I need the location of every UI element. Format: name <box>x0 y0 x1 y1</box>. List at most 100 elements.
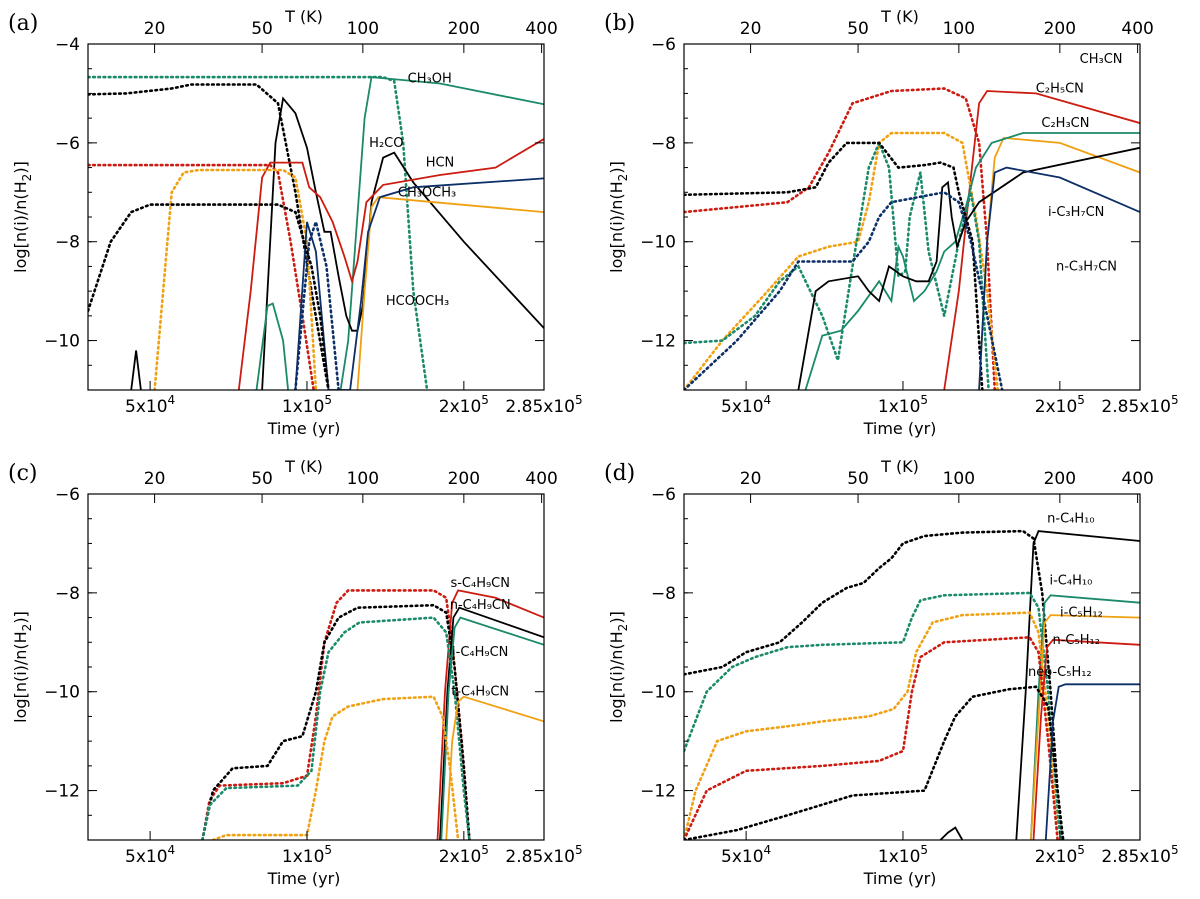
series-line-i-c3h7cn-dotted <box>684 190 1004 390</box>
x-tick-label: 2x105 <box>1035 393 1085 417</box>
species-label: HCN <box>426 156 455 171</box>
top-tick-label: 50 <box>251 469 273 489</box>
y-tick-label: −6 <box>55 485 80 505</box>
series-group <box>88 75 544 390</box>
x-tick-mantissa: 2x10 <box>439 397 482 417</box>
series-line-ch3och3-solid <box>294 177 544 390</box>
y-axis-label: log[n(i)/n(H2)] <box>11 611 34 723</box>
x-tick-mantissa: 2x10 <box>1035 847 1078 867</box>
species-label: i-C₅H₁₂ <box>1060 606 1103 621</box>
series-line-grain-green-early-solid <box>255 302 289 390</box>
x-tick-label: 2x105 <box>439 393 489 417</box>
top-tick-label: 20 <box>740 469 762 489</box>
y-label-sub: 2 <box>616 174 630 182</box>
series-group <box>684 87 1140 390</box>
y-axis-label: log[n(i)/n(H2)] <box>607 161 630 273</box>
x-tick-exponent: 5 <box>575 393 583 407</box>
x-tick-exponent: 4 <box>168 843 176 857</box>
top-axis-label: T (K) <box>284 457 323 476</box>
x-tick-exponent: 5 <box>575 843 583 857</box>
species-label: CH₃OCH₃ <box>398 185 456 200</box>
panel-label: (d) <box>604 461 635 486</box>
series-line-black-very-early-dotted <box>88 203 330 390</box>
species-label: n-C₃H₇CN <box>1056 259 1117 274</box>
y-tick-label: −8 <box>55 584 80 604</box>
series-line-n-c5h12-dotted <box>684 635 1059 840</box>
x-tick-label: 2.85x105 <box>1101 393 1178 417</box>
series-line-hcooch3-dotted <box>153 168 318 390</box>
y-label-pre: log[n(i)/n(H <box>607 631 626 723</box>
x-tick-label: 1x105 <box>282 843 332 867</box>
x-tick-label: 2.85x105 <box>505 393 582 417</box>
top-tick-label: 400 <box>1121 19 1153 39</box>
species-label: n-C₄H₉CN <box>450 598 511 613</box>
top-tick-label: 20 <box>144 19 166 39</box>
y-tick-label: −8 <box>651 134 676 154</box>
series-line-ch3oh-dotted <box>88 75 429 390</box>
y-axis-label: log[n(i)/n(H2)] <box>607 611 630 723</box>
top-tick-label: 200 <box>448 469 480 489</box>
species-label: HCOOCH₃ <box>386 294 449 309</box>
top-tick-label: 50 <box>847 469 869 489</box>
series-line-s-c4h9cn-dotted <box>201 589 471 840</box>
y-tick-label: −10 <box>44 683 80 703</box>
top-axis-label: T (K) <box>284 7 323 26</box>
x-tick-mantissa: 1x10 <box>282 847 325 867</box>
panel-label: (c) <box>8 461 38 486</box>
series-line-i-c4h10-dotted <box>684 591 1063 840</box>
x-tick-exponent: 4 <box>168 393 176 407</box>
species-label: neo-C₅H₁₂ <box>1028 665 1092 680</box>
species-label: i-C₃H₇CN <box>1048 205 1104 220</box>
x-tick-label: 5x104 <box>125 393 175 417</box>
y-label-sub: 2 <box>20 174 34 182</box>
top-tick-label: 400 <box>525 469 557 489</box>
x-tick-mantissa: 5x10 <box>721 847 764 867</box>
y-label-pre: log[n(i)/n(H <box>607 181 626 273</box>
series-line-c2h5cn-solid <box>943 90 1140 390</box>
y-tick-label: −6 <box>55 134 80 154</box>
x-tick-mantissa: 1x10 <box>878 847 921 867</box>
top-tick-label: 20 <box>740 19 762 39</box>
series-line-hcooch3-solid <box>356 196 544 390</box>
top-tick-label: 50 <box>251 19 273 39</box>
x-tick-exponent: 5 <box>324 843 332 857</box>
series-line-h2co-solid <box>261 96 544 390</box>
x-tick-label: 5x104 <box>721 393 771 417</box>
y-label-sub: 2 <box>20 624 34 632</box>
top-axis-label: T (K) <box>880 457 919 476</box>
species-label: n-C₄H₁₀ <box>1047 512 1094 527</box>
y-tick-label: −10 <box>640 233 676 253</box>
x-tick-exponent: 5 <box>920 843 928 857</box>
x-tick-label: 2x105 <box>439 843 489 867</box>
x-tick-mantissa: 2x10 <box>1035 397 1078 417</box>
x-tick-mantissa: 2.85x10 <box>1101 847 1171 867</box>
x-tick-mantissa: 1x10 <box>282 397 325 417</box>
species-label: i-C₄H₁₀ <box>1049 574 1092 589</box>
x-tick-label: 2x105 <box>1035 843 1085 867</box>
y-tick-label: −8 <box>651 584 676 604</box>
top-tick-label: 200 <box>448 19 480 39</box>
series-line-i-c4h9cn-dotted <box>201 616 471 840</box>
y-tick-label: −4 <box>55 35 80 55</box>
y-label-post: )] <box>11 611 30 623</box>
series-line-ch3cn-dotted <box>684 139 990 390</box>
y-tick-label: −12 <box>44 782 80 802</box>
y-tick-label: −10 <box>44 332 80 352</box>
x-tick-mantissa: 1x10 <box>878 397 921 417</box>
series-line-hcn-dotted <box>88 163 315 390</box>
series-line-neo-c5h12-solid <box>1044 683 1140 840</box>
x-axis-label: Time (yr) <box>863 869 937 888</box>
species-label: CH₃OH <box>408 72 452 87</box>
top-tick-label: 100 <box>943 19 975 39</box>
x-tick-mantissa: 2.85x10 <box>505 397 575 417</box>
series-line-i-c5h12-dotted <box>684 611 1059 840</box>
y-tick-label: −12 <box>640 782 676 802</box>
y-tick-label: −10 <box>640 683 676 703</box>
y-label-pre: log[n(i)/n(H <box>11 631 30 723</box>
series-line-black-early-bump-solid <box>130 350 142 390</box>
x-tick-label: 5x104 <box>721 843 771 867</box>
x-tick-exponent: 5 <box>1171 843 1179 857</box>
plot-frame <box>87 43 545 391</box>
